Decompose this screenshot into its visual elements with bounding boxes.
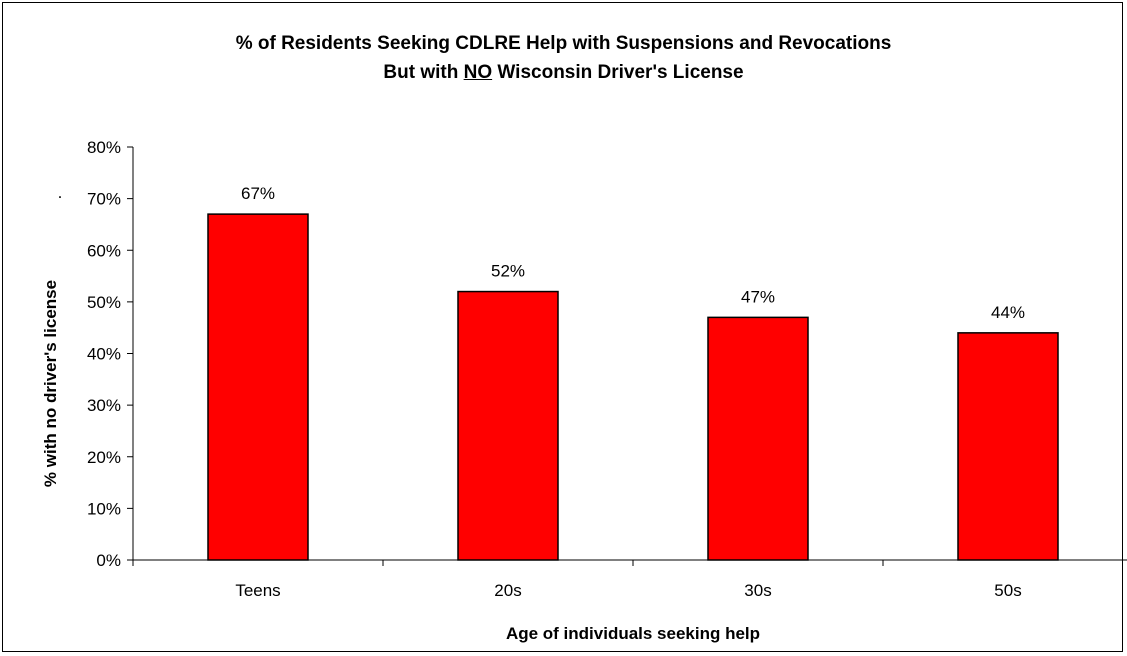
title-line2-pre: But with — [383, 62, 464, 83]
y-tick-label: 70% — [87, 190, 121, 209]
y-tick-label: 60% — [87, 241, 121, 260]
x-axis-title: Age of individuals seeking help — [506, 624, 760, 643]
bar — [457, 290, 559, 561]
y-tick-label: 0% — [96, 551, 121, 570]
y-tick-label: 40% — [87, 345, 121, 364]
bar — [707, 316, 809, 561]
y-tick-label: 80% — [87, 138, 121, 157]
bar — [957, 332, 1059, 561]
stray-mark: . — [58, 183, 63, 202]
y-tick-label: 30% — [87, 396, 121, 415]
bar — [207, 213, 309, 561]
chart-title-line1: % of Residents Seeking CDLRE Help with S… — [235, 33, 892, 54]
data-label: 47% — [741, 287, 775, 306]
y-tick-label: 10% — [87, 499, 121, 518]
data-label: 52% — [491, 262, 525, 281]
y-tick-label: 50% — [87, 293, 121, 312]
x-tick-label: Teens — [235, 581, 280, 600]
x-tick-label: 30s — [744, 581, 771, 600]
x-tick-label: 20s — [494, 581, 521, 600]
chart-title-line2: But with NO Wisconsin Driver's License — [0, 62, 1127, 84]
y-tick-label: 20% — [87, 448, 121, 467]
data-label: 67% — [241, 184, 275, 203]
title-line2-emphasis: NO — [463, 62, 493, 83]
y-axis-title: % with no driver's license — [41, 280, 60, 487]
data-label: 44% — [991, 303, 1025, 322]
title-line2-post: Wisconsin Driver's License — [492, 62, 744, 83]
x-tick-label: 50s — [994, 581, 1021, 600]
